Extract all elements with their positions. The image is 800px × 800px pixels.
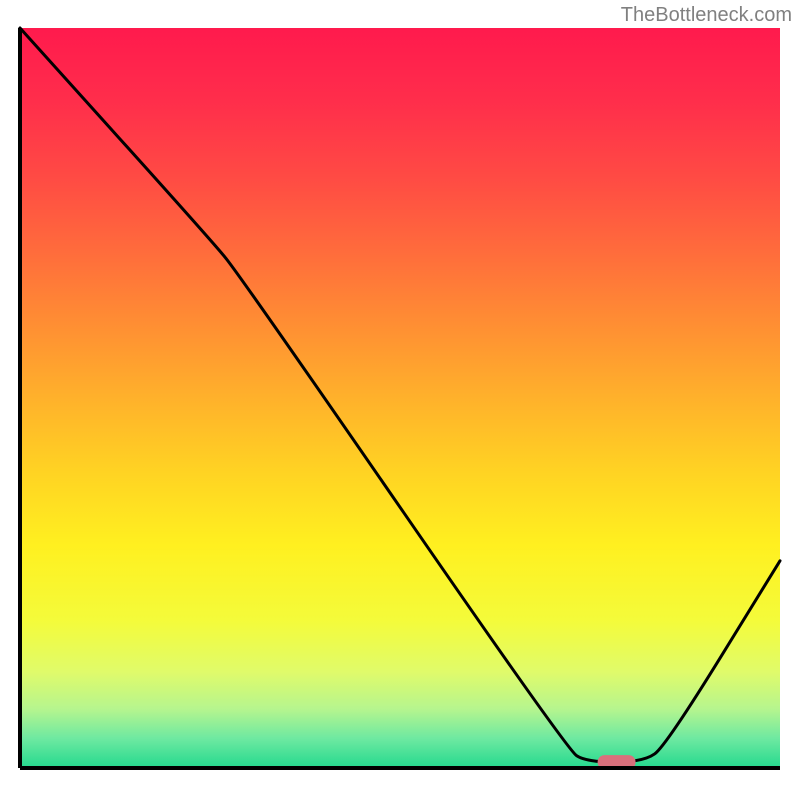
- chart-container: TheBottleneck.com: [0, 0, 800, 800]
- watermark-text: TheBottleneck.com: [621, 4, 792, 27]
- chart-background: [20, 28, 780, 768]
- bottleneck-chart: [0, 0, 800, 800]
